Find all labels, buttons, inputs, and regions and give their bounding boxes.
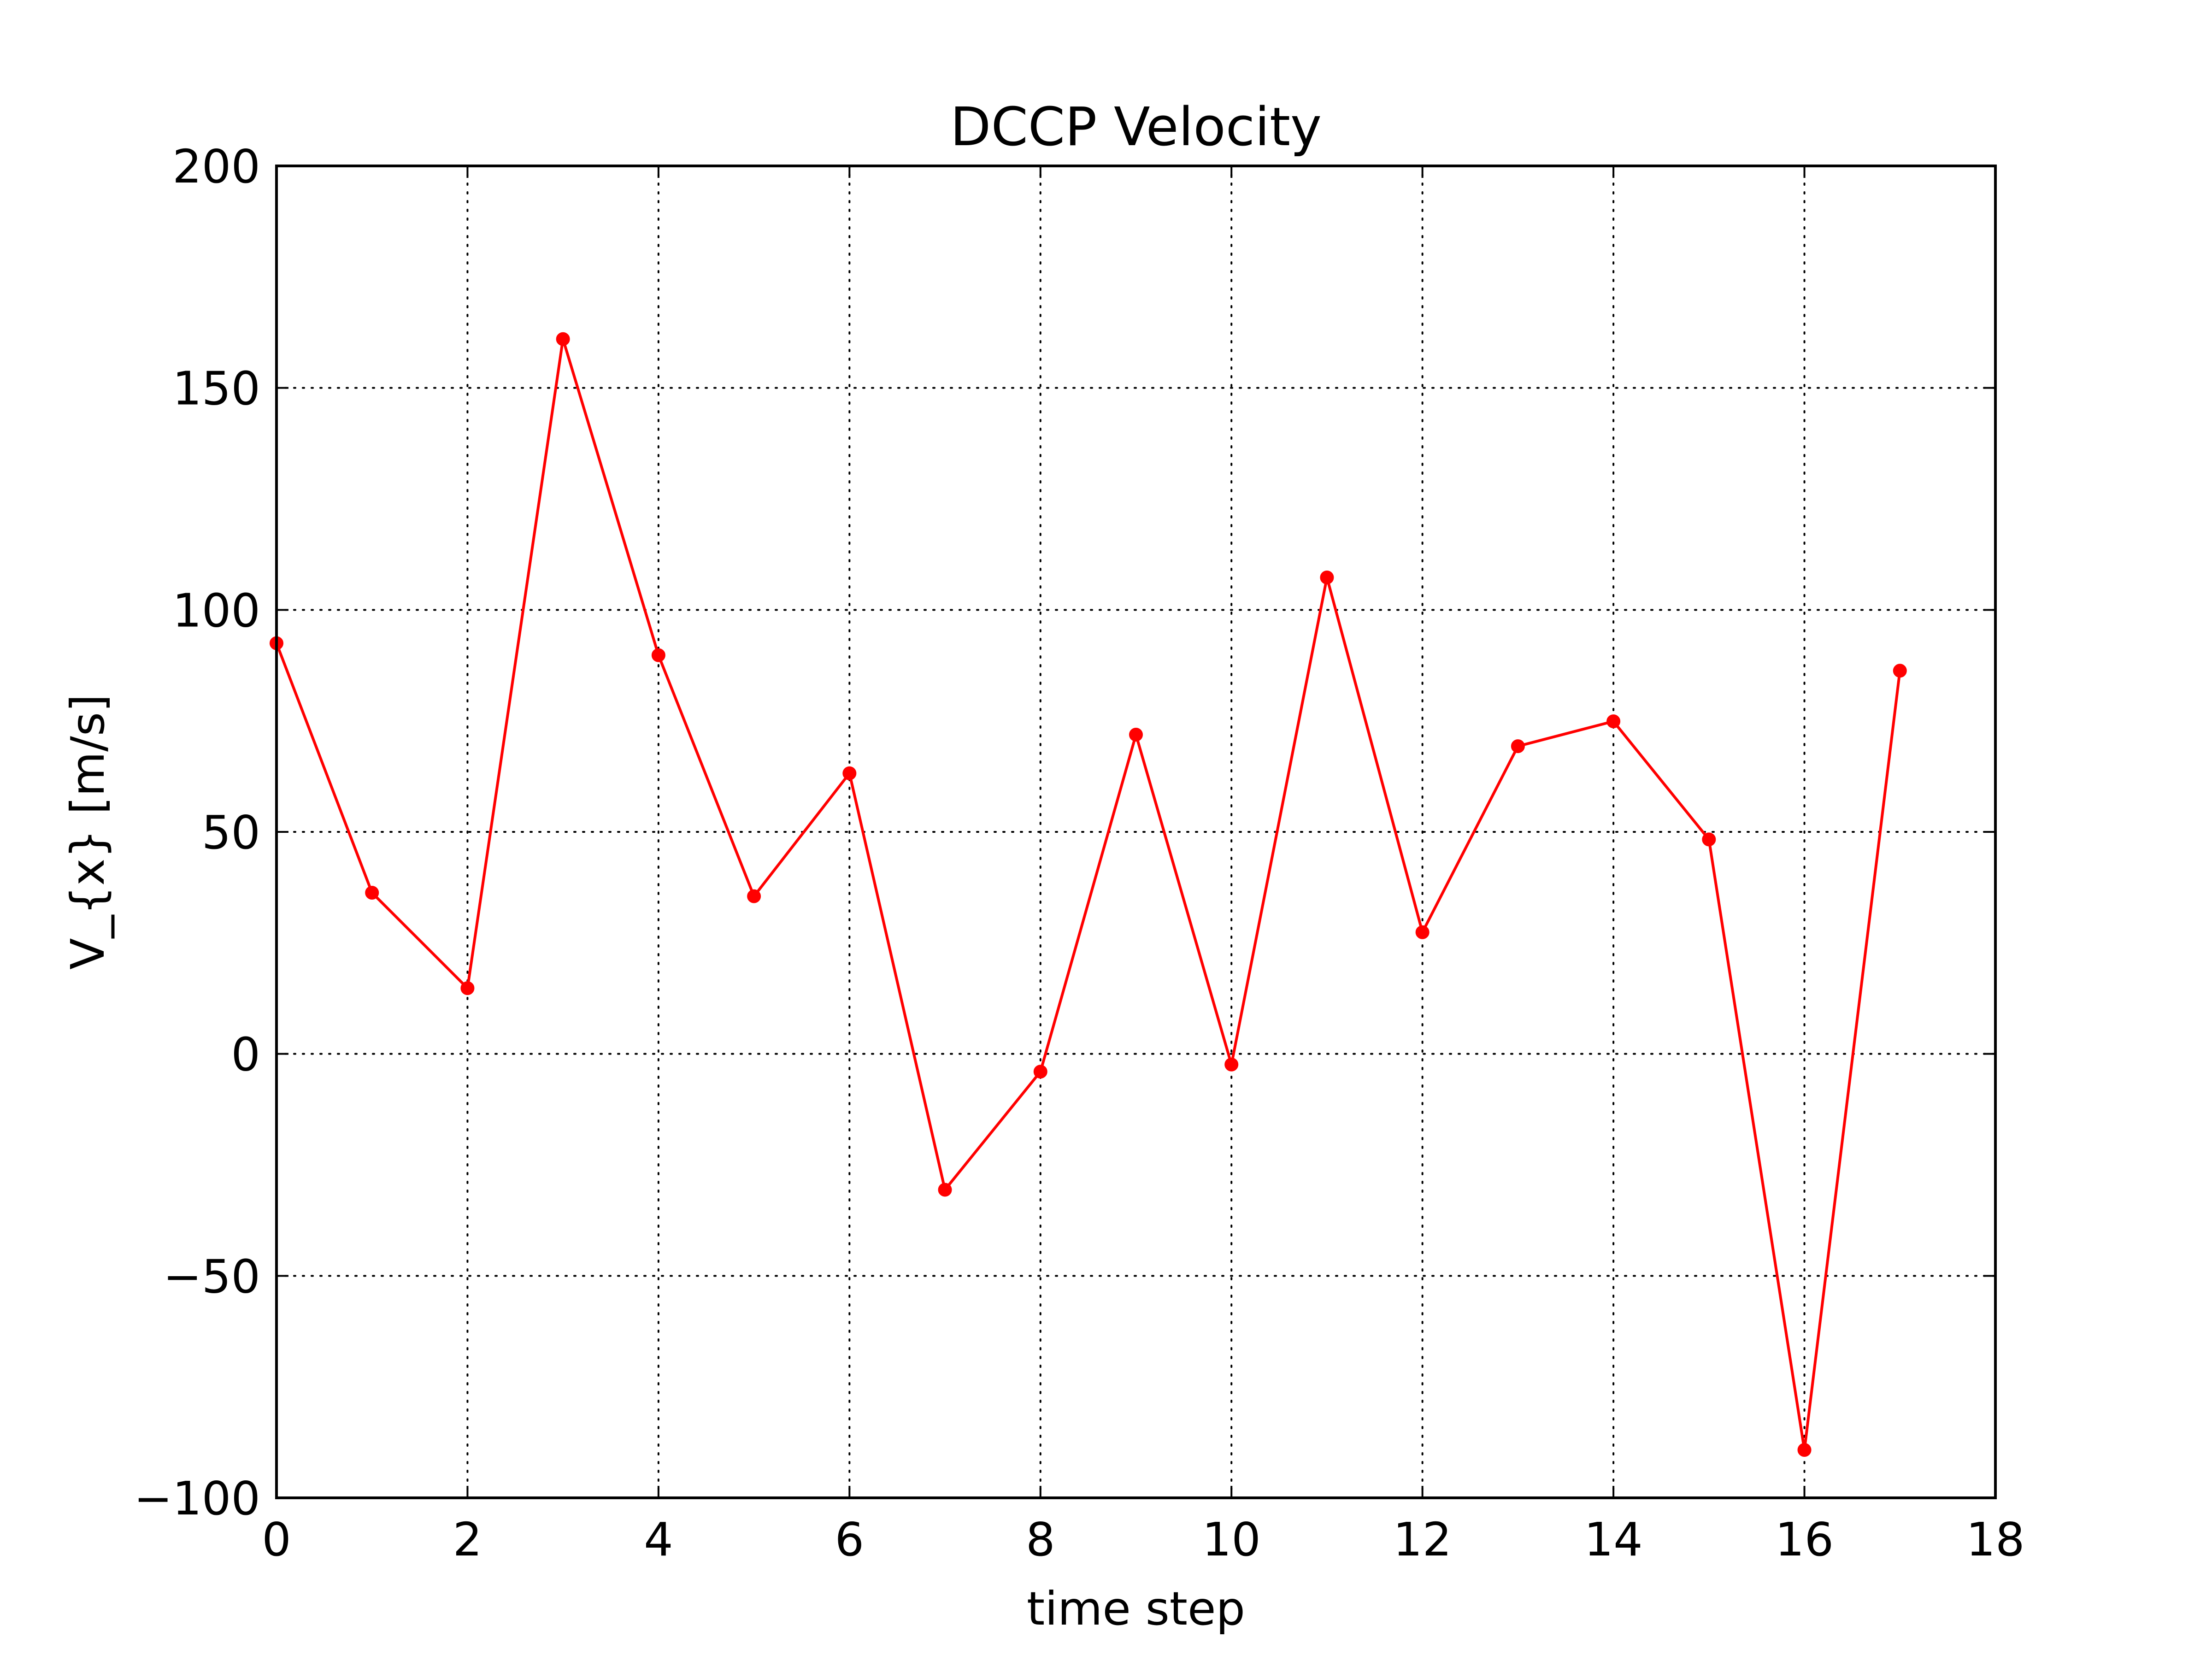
x-tick-label: 0 — [262, 1513, 291, 1567]
x-tick-label: 18 — [1966, 1513, 2024, 1567]
y-tick-label: 50 — [202, 806, 260, 860]
data-point — [1511, 739, 1525, 754]
x-tick-label: 8 — [1026, 1513, 1055, 1567]
data-point — [1129, 728, 1143, 742]
data-point — [651, 648, 665, 662]
data-point — [1606, 714, 1621, 729]
tick-marks — [276, 165, 1996, 1499]
data-point — [556, 332, 570, 346]
x-tick-label: 12 — [1393, 1513, 1452, 1567]
data-point — [460, 981, 475, 995]
y-tick-label: 0 — [231, 1028, 260, 1082]
data-point — [1033, 1065, 1047, 1079]
series-layer — [270, 332, 1907, 1457]
y-tick-label: −50 — [163, 1249, 260, 1303]
data-point — [747, 889, 761, 903]
series-line — [275, 337, 1901, 1451]
y-tick-label: 200 — [172, 140, 260, 194]
x-tick-label: 4 — [644, 1513, 673, 1567]
data-point — [1702, 832, 1716, 847]
chart-title: DCCP Velocity — [950, 96, 1322, 158]
grid-lines — [276, 165, 1996, 1499]
y-tick-labels: −100 −50 0 50 100 150 200 — [134, 140, 260, 1526]
x-tick-label: 6 — [835, 1513, 865, 1567]
data-point — [842, 766, 857, 780]
data-point — [1320, 571, 1334, 585]
y-tick-label: −100 — [134, 1472, 260, 1526]
x-tick-labels: 0 2 4 6 8 10 12 14 16 18 — [262, 1513, 2024, 1567]
y-axis-label: V_{x} [m/s] — [61, 694, 115, 970]
data-point — [365, 885, 379, 900]
data-point — [1415, 925, 1430, 939]
y-tick-label: 150 — [172, 362, 260, 416]
data-point — [1893, 664, 1907, 678]
x-tick-label: 10 — [1202, 1513, 1261, 1567]
data-point — [1224, 1057, 1239, 1072]
x-tick-label: 16 — [1775, 1513, 1834, 1567]
data-point — [938, 1183, 952, 1197]
x-tick-label: 14 — [1584, 1513, 1642, 1567]
x-tick-label: 2 — [453, 1513, 482, 1567]
x-axis-label: time step — [1027, 1582, 1245, 1636]
y-tick-label: 100 — [172, 583, 260, 637]
data-point — [1797, 1443, 1812, 1457]
